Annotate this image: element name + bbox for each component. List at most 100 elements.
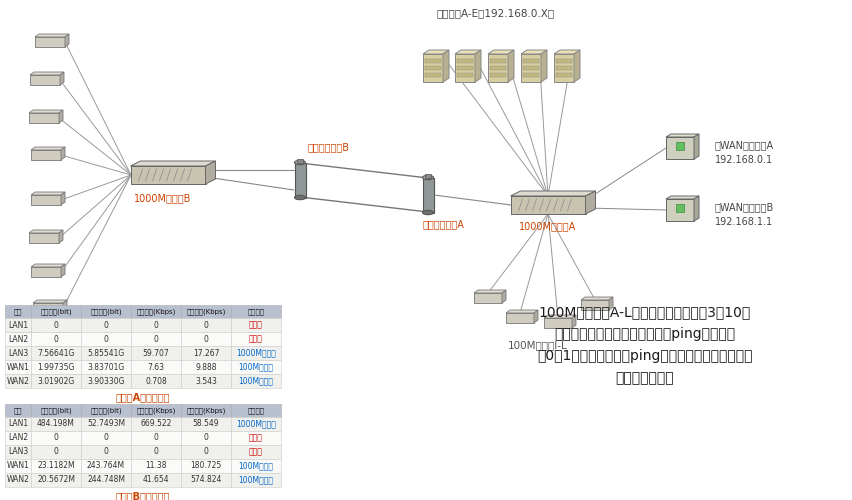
Text: 20.5672M: 20.5672M [37, 476, 75, 484]
Polygon shape [423, 50, 449, 54]
Polygon shape [666, 196, 699, 199]
Bar [5, 332, 31, 346]
Polygon shape [61, 192, 65, 205]
Polygon shape [33, 300, 67, 303]
Polygon shape [572, 315, 576, 328]
Bar [181, 360, 231, 374]
Text: 1000M全双工: 1000M全双工 [236, 348, 276, 358]
Bar [131, 417, 181, 431]
Text: 0: 0 [204, 434, 209, 442]
Polygon shape [510, 191, 596, 196]
Polygon shape [65, 34, 69, 47]
Polygon shape [30, 75, 60, 85]
Bar [181, 431, 231, 445]
Polygon shape [474, 293, 502, 303]
Bar [31, 404, 81, 417]
Text: 669.522: 669.522 [141, 420, 172, 428]
Bar [181, 445, 231, 459]
Ellipse shape [423, 176, 434, 180]
Polygon shape [63, 300, 67, 313]
Bar [5, 417, 31, 431]
Bar [81, 445, 131, 459]
Text: 192.168.1.1: 192.168.1.1 [715, 217, 773, 227]
Bar [81, 431, 131, 445]
Polygon shape [29, 110, 63, 113]
Text: 0.708: 0.708 [145, 376, 167, 386]
Polygon shape [130, 166, 205, 184]
Text: 100M全双工: 100M全双工 [239, 476, 273, 484]
Polygon shape [554, 50, 580, 54]
Bar [31, 332, 81, 346]
Bar [31, 374, 81, 388]
Polygon shape [666, 137, 694, 159]
Bar [231, 404, 281, 417]
Text: 0: 0 [153, 448, 158, 456]
Text: 243.764M: 243.764M [87, 462, 125, 470]
Bar [231, 305, 281, 318]
Bar [5, 431, 31, 445]
Bar [31, 459, 81, 473]
Bar [181, 318, 231, 332]
Polygon shape [61, 264, 65, 277]
Bar [676, 142, 684, 150]
Bar [81, 346, 131, 360]
Text: WAN1: WAN1 [7, 362, 30, 372]
Text: 接收速率(Kbps): 接收速率(Kbps) [187, 407, 226, 414]
Text: LAN1: LAN1 [8, 420, 28, 428]
Text: 100M全双工: 100M全双工 [239, 362, 273, 372]
Text: 接收流量(bit): 接收流量(bit) [90, 407, 122, 414]
Bar [231, 360, 281, 374]
Text: 路由器A的端口流量: 路由器A的端口流量 [116, 392, 170, 402]
Bar [231, 459, 281, 473]
Text: 双WAN口路由器A: 双WAN口路由器A [715, 140, 774, 150]
Bar [181, 374, 231, 388]
Bar [81, 332, 131, 346]
Bar [81, 417, 131, 431]
Text: 3.01902G: 3.01902G [37, 376, 75, 386]
Bar [131, 318, 181, 332]
Bar [31, 431, 81, 445]
Polygon shape [423, 54, 443, 82]
Text: LAN1: LAN1 [8, 320, 28, 330]
Polygon shape [443, 50, 449, 82]
Polygon shape [455, 50, 481, 54]
Polygon shape [541, 50, 547, 82]
Text: LAN3: LAN3 [8, 448, 28, 456]
Text: 23.1182M: 23.1182M [37, 462, 75, 470]
Polygon shape [474, 290, 506, 293]
Bar [457, 73, 473, 77]
Text: （0段1段都一样），而ping内网访问服务器均正常。: （0段1段都一样），而ping内网访问服务器均正常。 [538, 349, 753, 363]
Bar [31, 305, 81, 318]
Polygon shape [31, 267, 61, 277]
Bar [295, 162, 306, 198]
Text: 0: 0 [153, 334, 158, 344]
Text: 不等的电脑现在问题来了阶段性ping外网掉包: 不等的电脑现在问题来了阶段性ping外网掉包 [555, 327, 735, 341]
Polygon shape [506, 313, 534, 323]
Polygon shape [35, 37, 65, 47]
Bar [5, 404, 31, 417]
Polygon shape [31, 147, 65, 150]
Polygon shape [35, 34, 69, 37]
Polygon shape [31, 264, 65, 267]
Bar [131, 445, 181, 459]
Bar [181, 473, 231, 487]
Text: 未连接: 未连接 [249, 334, 263, 344]
Bar [490, 73, 506, 77]
Text: 1000M交换机B: 1000M交换机B [135, 193, 192, 203]
Text: 0: 0 [54, 448, 59, 456]
Bar [131, 305, 181, 318]
Text: LAN2: LAN2 [8, 334, 28, 344]
Text: 0: 0 [153, 434, 158, 442]
Polygon shape [508, 50, 514, 82]
Bar [425, 73, 441, 77]
Bar [5, 459, 31, 473]
Text: 3.83701G: 3.83701G [88, 362, 124, 372]
Bar [231, 332, 281, 346]
Polygon shape [488, 50, 514, 54]
Text: 17.267: 17.267 [193, 348, 219, 358]
Text: WAN1: WAN1 [7, 462, 30, 470]
Text: WAN2: WAN2 [7, 476, 30, 484]
Bar [81, 360, 131, 374]
Bar [457, 59, 473, 63]
Bar [81, 404, 131, 417]
